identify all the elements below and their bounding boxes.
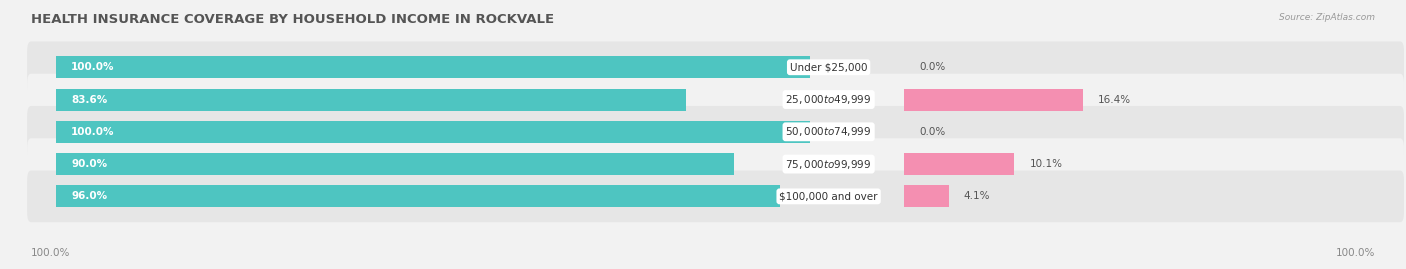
Text: $50,000 to $74,999: $50,000 to $74,999 [786,125,872,138]
Text: Source: ZipAtlas.com: Source: ZipAtlas.com [1279,13,1375,22]
FancyBboxPatch shape [27,171,1405,222]
Bar [904,89,1083,111]
Text: $25,000 to $49,999: $25,000 to $49,999 [786,93,872,106]
Text: 16.4%: 16.4% [1098,94,1132,105]
Bar [56,185,780,207]
Text: 4.1%: 4.1% [965,191,990,201]
Text: 0.0%: 0.0% [920,62,945,72]
Bar [904,153,1014,175]
FancyBboxPatch shape [27,106,1405,158]
FancyBboxPatch shape [27,138,1405,190]
Text: 96.0%: 96.0% [72,191,107,201]
Text: 100.0%: 100.0% [1336,248,1375,258]
Text: $100,000 and over: $100,000 and over [779,191,877,201]
Text: 100.0%: 100.0% [31,248,70,258]
Text: 10.1%: 10.1% [1029,159,1063,169]
Text: Under $25,000: Under $25,000 [790,62,868,72]
Text: $75,000 to $99,999: $75,000 to $99,999 [786,158,872,171]
Text: 83.6%: 83.6% [72,94,107,105]
Text: 0.0%: 0.0% [920,127,945,137]
Text: 90.0%: 90.0% [72,159,107,169]
Bar [56,153,734,175]
Text: 100.0%: 100.0% [72,62,115,72]
Text: HEALTH INSURANCE COVERAGE BY HOUSEHOLD INCOME IN ROCKVALE: HEALTH INSURANCE COVERAGE BY HOUSEHOLD I… [31,13,554,26]
Bar [56,89,686,111]
Text: 100.0%: 100.0% [72,127,115,137]
Bar [56,121,810,143]
Bar [56,56,810,78]
FancyBboxPatch shape [27,41,1405,93]
Bar [904,185,949,207]
FancyBboxPatch shape [27,74,1405,125]
